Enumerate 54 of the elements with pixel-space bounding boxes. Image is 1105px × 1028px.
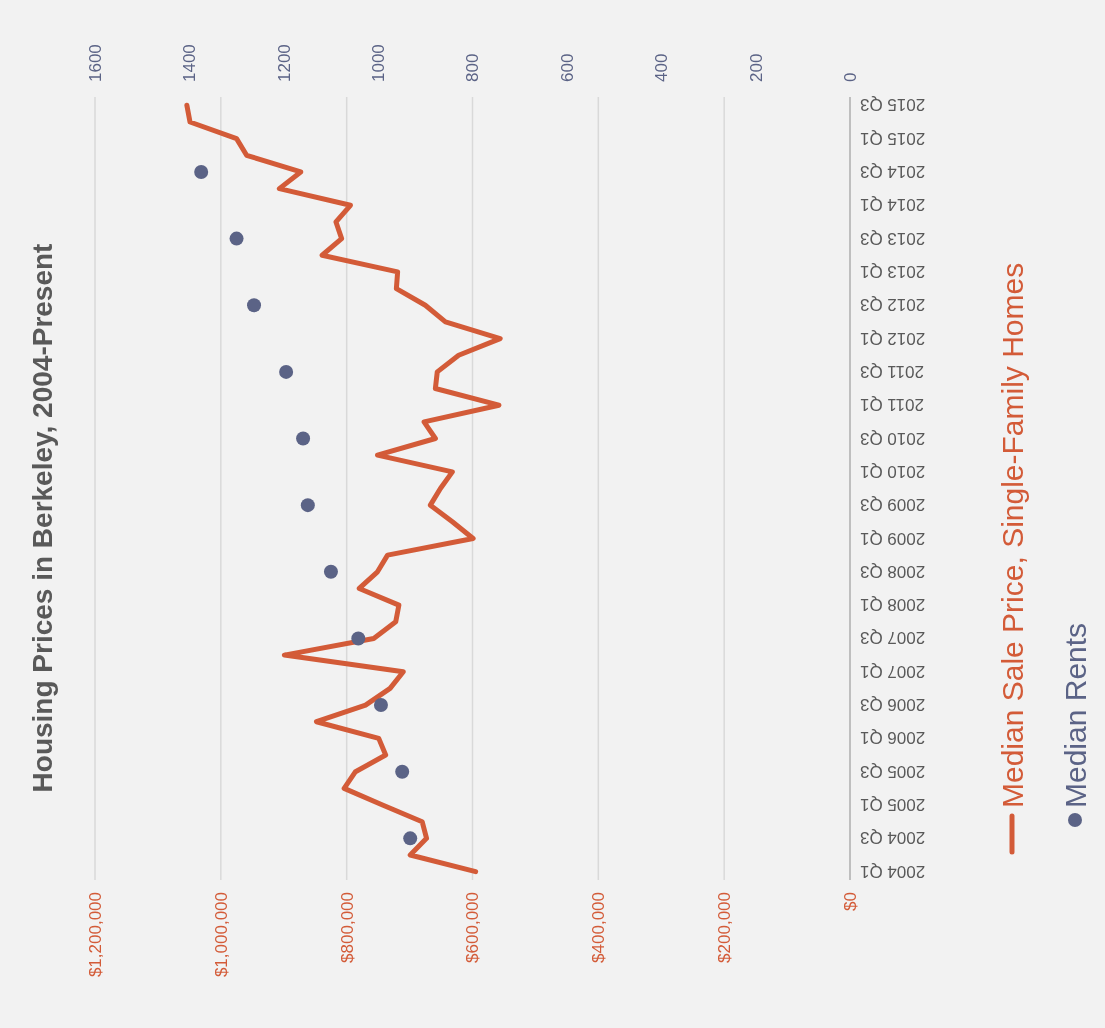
x-tick-label: $800,000 bbox=[337, 892, 357, 963]
y-tick-label: 2006 Q1 bbox=[860, 728, 926, 748]
y-tick-label: 2015 Q3 bbox=[860, 95, 926, 115]
y-tick-label: 2007 Q3 bbox=[860, 628, 926, 648]
x-tick-label: $1,000,000 bbox=[211, 892, 231, 978]
y-tick-label: 2011 Q1 bbox=[860, 395, 924, 415]
x2-tick-label: 1000 bbox=[369, 44, 389, 82]
x2-tick-label: 200 bbox=[746, 53, 766, 82]
x2-tick-label: 400 bbox=[652, 53, 672, 82]
point bbox=[194, 164, 209, 179]
y-tick-label: 2007 Q1 bbox=[860, 661, 926, 681]
y-tick-label: 2010 Q1 bbox=[860, 461, 926, 481]
y-tick-label: 2009 Q3 bbox=[860, 495, 926, 515]
text: Housing Prices in Berkeley, 2004-Present bbox=[27, 243, 58, 793]
text: Median Sale Price, Single-Family Homes bbox=[995, 262, 1029, 808]
y-tick-label: 2006 Q3 bbox=[860, 695, 926, 715]
y-tick-label: 2005 Q3 bbox=[860, 761, 926, 781]
point bbox=[296, 431, 311, 446]
point bbox=[351, 631, 366, 646]
x2-tick-label: 1400 bbox=[180, 44, 200, 82]
x-tick-label: $600,000 bbox=[463, 892, 483, 963]
point bbox=[403, 831, 418, 846]
x2-tick-label: 0 bbox=[840, 72, 860, 82]
y-tick-label: 2012 Q1 bbox=[860, 328, 926, 348]
y-tick-label: 2010 Q3 bbox=[860, 428, 926, 448]
x2-tick-label: 1600 bbox=[85, 44, 105, 82]
point bbox=[373, 698, 388, 713]
x2-tick-label: 600 bbox=[557, 53, 577, 82]
y-tick-label: 2014 Q1 bbox=[860, 195, 926, 215]
point bbox=[247, 298, 262, 313]
y-tick-label: 2008 Q1 bbox=[860, 595, 926, 615]
x-tick-label: $400,000 bbox=[589, 892, 609, 963]
y-tick-label: 2004 Q1 bbox=[860, 861, 926, 881]
y-tick-label: 2005 Q1 bbox=[860, 795, 926, 815]
y-tick-label: 2004 Q3 bbox=[860, 828, 926, 848]
y-tick-label: 2009 Q1 bbox=[860, 528, 926, 548]
point bbox=[279, 364, 294, 379]
x-tick-label: $200,000 bbox=[715, 892, 735, 963]
x-tick-label: $1,200,000 bbox=[85, 892, 105, 978]
point bbox=[229, 231, 244, 246]
y-tick-label: 2012 Q3 bbox=[860, 295, 926, 315]
y-tick-label: 2008 Q3 bbox=[860, 561, 926, 581]
y-tick-label: 2011 Q3 bbox=[860, 361, 924, 381]
y-tick-label: 2013 Q3 bbox=[860, 228, 926, 248]
point bbox=[300, 498, 315, 513]
point bbox=[323, 564, 338, 579]
x-tick-label: $0 bbox=[840, 892, 860, 911]
y-tick-label: 2014 Q3 bbox=[860, 162, 926, 182]
x2-tick-label: 1200 bbox=[274, 44, 294, 82]
x2-tick-label: 800 bbox=[463, 53, 483, 82]
point bbox=[395, 764, 410, 779]
y-tick-label: 2013 Q1 bbox=[860, 261, 926, 281]
y-tick-label: 2015 Q1 bbox=[860, 128, 926, 148]
text: Median Rents bbox=[1058, 622, 1092, 808]
